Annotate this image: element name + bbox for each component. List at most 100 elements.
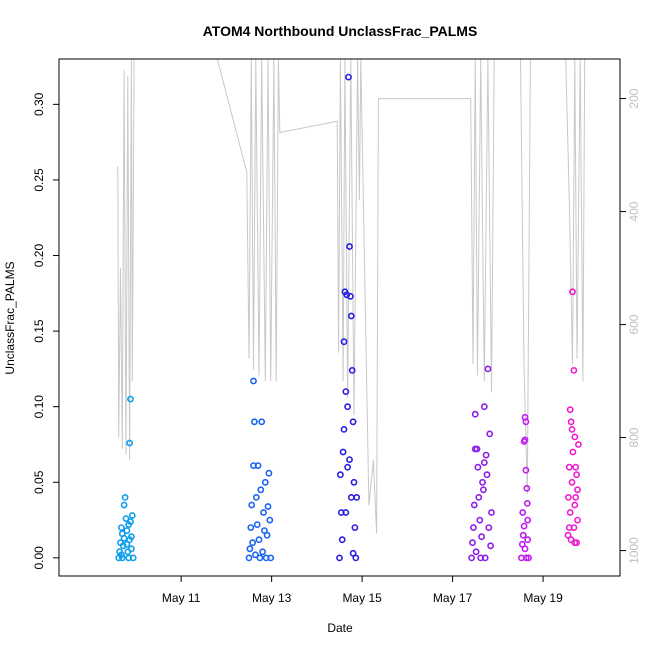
data-point-series-3	[344, 403, 351, 411]
data-point-series-1	[127, 533, 135, 541]
data-point-series-4	[488, 509, 495, 516]
y-tick-label: 0.05	[32, 470, 46, 494]
data-point-series-4	[485, 524, 493, 531]
data-point-series-5	[519, 531, 527, 539]
x-axis-label: Date	[327, 621, 353, 635]
data-point-series-6	[570, 366, 578, 374]
data-point-series-3	[350, 478, 358, 486]
axes-layer: 0.00 0.05 0.10 0.15 0.20 0.25 0.30 May 11 May 13…	[32, 58, 641, 605]
data-point-series-2	[259, 548, 266, 556]
data-point-series-3	[349, 418, 357, 426]
data-point-series-4	[474, 463, 482, 471]
data-point-series-4	[487, 542, 494, 550]
x-tick-label: May 19	[523, 591, 563, 605]
data-point-series-4	[471, 445, 479, 453]
data-point-series-3	[340, 338, 348, 346]
data-point-series-4	[471, 410, 479, 418]
data-point-series-2	[256, 554, 264, 562]
data-point-series-2	[262, 554, 270, 562]
data-point-series-6	[574, 486, 581, 494]
y-tick-label: 0.25	[32, 168, 46, 192]
data-point-series-4	[480, 459, 488, 466]
data-point-series-1	[120, 534, 128, 542]
data-point-series-6	[565, 463, 573, 471]
data-point-series-1	[122, 515, 130, 522]
data-point-series-2	[266, 516, 274, 524]
data-point-series-6	[572, 493, 580, 501]
data-point-series-6	[569, 448, 577, 456]
y-tick-label: 0.15	[32, 319, 46, 343]
scatter-points-layer	[115, 73, 582, 562]
data-point-series-5	[522, 466, 530, 474]
data-point-series-6	[572, 463, 580, 471]
y2-tick-label: 200	[627, 88, 641, 108]
data-point-series-3	[347, 312, 355, 320]
y-tick-label: 0.00	[32, 546, 46, 570]
data-point-series-2	[249, 539, 256, 547]
data-point-series-3	[336, 471, 344, 479]
data-point-series-2	[251, 551, 259, 559]
data-point-series-4	[478, 533, 485, 541]
data-point-series-5	[521, 436, 529, 444]
data-point-series-4	[480, 403, 488, 411]
data-point-series-4	[476, 516, 484, 524]
data-point-series-1	[118, 554, 126, 562]
data-point-series-2	[258, 418, 266, 426]
data-point-series-6	[573, 471, 580, 479]
data-point-series-4	[475, 493, 483, 501]
data-point-series-3	[348, 366, 356, 374]
data-point-series-3	[342, 388, 350, 395]
data-point-series-2	[250, 418, 258, 426]
data-point-series-6	[566, 406, 574, 414]
data-point-series-5	[524, 516, 532, 524]
data-point-series-4	[470, 501, 478, 509]
y-tick-label: 0.20	[32, 244, 46, 268]
data-point-series-5	[518, 540, 526, 548]
data-point-series-1	[125, 554, 133, 562]
data-point-series-3	[351, 524, 359, 531]
data-point-series-6	[567, 418, 575, 426]
data-point-series-4	[484, 365, 492, 373]
y2-tick-label: 600	[627, 314, 641, 334]
data-point-series-3	[338, 536, 346, 544]
data-point-series-1	[121, 493, 129, 501]
data-point-series-4	[469, 524, 477, 531]
data-point-series-2	[260, 509, 267, 516]
x-tick-label: May 11	[162, 591, 201, 605]
data-point-series-3	[342, 509, 350, 516]
data-point-series-5	[524, 536, 532, 544]
data-point-series-2	[245, 554, 253, 562]
data-point-series-3	[347, 493, 355, 501]
data-point-series-1	[120, 501, 128, 509]
data-point-series-1	[127, 518, 134, 525]
data-point-series-3	[336, 554, 343, 562]
y2-tick-label: 800	[627, 427, 641, 447]
data-point-series-1	[123, 540, 131, 548]
data-point-series-2	[248, 501, 256, 509]
data-point-series-6	[574, 516, 581, 524]
x-tick-label: May 13	[252, 591, 292, 605]
data-point-series-1	[118, 551, 125, 559]
data-point-series-4	[486, 430, 494, 438]
data-point-series-2	[261, 478, 269, 486]
data-point-series-3	[345, 73, 352, 81]
data-point-series-4	[479, 486, 487, 494]
data-point-series-5	[522, 418, 530, 426]
data-point-series-3	[344, 463, 351, 471]
data-point-series-2	[247, 524, 255, 531]
data-point-series-5	[522, 554, 530, 562]
data-point-series-2	[255, 536, 263, 544]
plot-frame	[58, 58, 621, 577]
data-point-series-4	[469, 539, 476, 547]
y2-tick-label: 1000	[627, 537, 641, 564]
data-point-series-5	[525, 554, 532, 562]
data-point-series-4	[481, 554, 489, 562]
data-point-series-5	[523, 484, 531, 492]
chart-title: ATOM4 Northbound UnclassFrac_PALMS	[203, 23, 478, 39]
data-point-series-6	[569, 288, 576, 296]
data-point-series-5	[519, 509, 527, 516]
y-tick-label: 0.30	[32, 92, 46, 116]
data-point-series-2	[250, 377, 257, 385]
